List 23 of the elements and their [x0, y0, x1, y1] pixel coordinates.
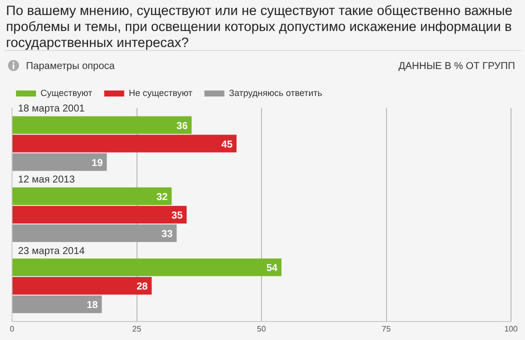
x-tick-label: 0: [10, 324, 15, 334]
data-label: 45: [221, 139, 233, 150]
text: ДАННЫЕ В % ОТ ГРУПП: [398, 61, 515, 72]
x-tick-label: 100: [504, 324, 518, 334]
data-label: 18: [86, 300, 98, 312]
data-label: 28: [136, 282, 148, 293]
chart-title: По вашему мнению, существуют или не существуют такие общественно важные проблемы и темы, при освещении которых допустимо искажение информации в государственных интересах?: [5, 2, 514, 50]
x-tick-label: 25: [132, 324, 142, 334]
legend-label: Не существуют: [128, 88, 192, 98]
data-label: 32: [156, 192, 168, 203]
x-tick-label: 75: [382, 324, 392, 334]
data-label: 36: [176, 120, 188, 132]
data-label: 33: [162, 228, 174, 240]
legend-label: Затрудняюсь ответить: [228, 88, 322, 98]
data-label: 54: [266, 263, 278, 274]
y-tick-label: 23 марта 2014: [18, 246, 86, 257]
data-label: 35: [172, 210, 184, 222]
y-tick-label: 12 мая 2013: [18, 174, 76, 186]
text: Параметры опроса: [26, 61, 115, 72]
data-label: 19: [92, 158, 104, 169]
x-tick-label: 50: [257, 324, 266, 334]
legend-label: Существуют: [40, 88, 92, 98]
y-tick-label: 18 марта 2001: [18, 104, 86, 115]
